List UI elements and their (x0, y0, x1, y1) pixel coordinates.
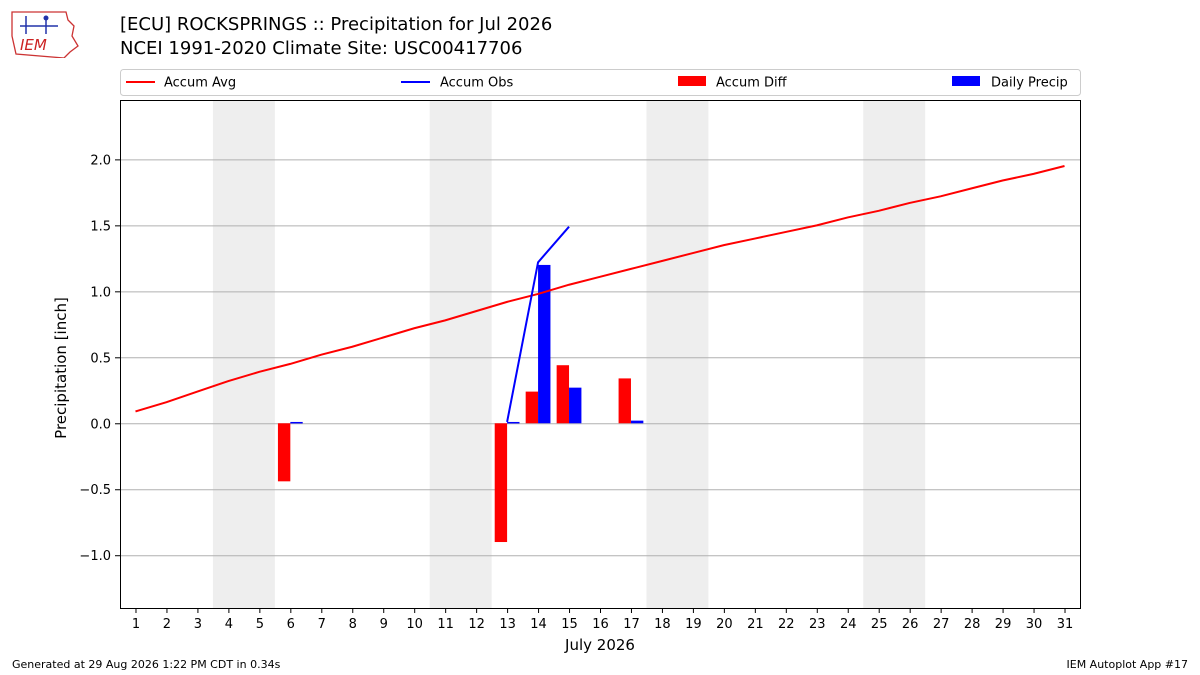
x-tick-label: 17 (623, 617, 640, 632)
footer-app: IEM Autoplot App #17 (1066, 658, 1189, 671)
x-tick-label: 14 (530, 617, 547, 632)
accum-diff-bar (618, 378, 631, 424)
x-tick-label: 3 (194, 617, 202, 632)
x-tick-label: 12 (468, 617, 485, 632)
x-tick-label: 19 (685, 617, 702, 632)
x-tick-label: 8 (349, 617, 357, 632)
y-tick-label: −1.0 (79, 549, 111, 564)
accum-diff-bar (525, 391, 539, 424)
legend-label-accum-obs: Accum Obs (440, 76, 513, 91)
footer-generated: Generated at 29 Aug 2026 1:22 PM CDT in … (12, 658, 281, 671)
x-tick-label: 1 (132, 617, 140, 632)
grid-lines (120, 159, 1080, 557)
iem-logo: IEM (11, 11, 79, 58)
x-tick-label: 23 (809, 617, 826, 632)
legend-label-daily-precip: Daily Precip (991, 76, 1068, 91)
x-tick-label: 31 (1057, 617, 1074, 632)
x-tick-label: 9 (380, 617, 388, 632)
x-tick-label: 15 (561, 617, 578, 632)
accum-diff-bar (277, 423, 291, 482)
y-tick-label: 1.0 (90, 285, 111, 300)
y-tick-label: 0.0 (90, 417, 111, 432)
x-tick-label: 24 (840, 617, 857, 632)
legend: Accum Avg Accum Obs Accum Diff Daily Pre… (120, 69, 1081, 96)
x-tick-label: 10 (406, 617, 423, 632)
weekend-band (646, 100, 709, 608)
accum-diff-bar (556, 365, 570, 424)
daily-precip-bar (507, 421, 520, 424)
daily-precip-bar (569, 387, 582, 424)
iowa-outline-icon (11, 11, 79, 58)
accum-diff-bar (494, 423, 508, 543)
x-tick-label: 28 (964, 617, 981, 632)
x-tick-label: 27 (933, 617, 950, 632)
x-tick-label: 30 (1026, 617, 1043, 632)
weekend-band (212, 100, 275, 608)
x-tick-label: 20 (716, 617, 733, 632)
x-tick-label: 6 (287, 617, 295, 632)
legend-swatch-daily-precip (952, 76, 980, 86)
accum-diff-bars (277, 365, 631, 543)
daily-precip-bars (290, 264, 644, 424)
daily-precip-bar (290, 421, 303, 424)
x-tick-label: 26 (902, 617, 919, 632)
daily-precip-bar (538, 264, 551, 424)
y-axis-label: Precipitation [inch] (52, 297, 70, 439)
chart-subtitle: NCEI 1991-2020 Climate Site: USC00417706 (120, 38, 523, 59)
daily-precip-bar (630, 420, 644, 424)
x-tick-label: 29 (995, 617, 1012, 632)
x-tick-label: 13 (499, 617, 516, 632)
weekend-bands (212, 100, 926, 608)
x-tick-label: 18 (654, 617, 671, 632)
accum-obs-line (506, 226, 570, 423)
legend-label-accum-avg: Accum Avg (164, 76, 236, 91)
x-tick-label: 4 (225, 617, 233, 632)
weekend-band (863, 100, 926, 608)
x-tick-label: 25 (871, 617, 888, 632)
y-axis: −1.0 −0.5 0.0 0.5 1.0 1.5 2.0 (79, 153, 120, 564)
weekend-band (429, 100, 492, 608)
x-tick-label: 11 (437, 617, 454, 632)
legend-box (120, 69, 1081, 96)
y-tick-label: 2.0 (90, 153, 111, 168)
y-tick-label: −0.5 (79, 483, 111, 498)
x-tick-label: 22 (778, 617, 795, 632)
y-tick-label: 1.5 (90, 219, 111, 234)
x-tick-label: 5 (256, 617, 264, 632)
x-axis-label: July 2026 (564, 636, 635, 654)
x-tick-label: 2 (163, 617, 171, 632)
legend-label-accum-diff: Accum Diff (716, 76, 788, 91)
chart-title: [ECU] ROCKSPRINGS :: Precipitation for J… (120, 14, 553, 35)
accum-avg-line (135, 165, 1065, 413)
x-tick-label: 16 (592, 617, 609, 632)
x-tick-label: 21 (747, 617, 764, 632)
y-tick-label: 0.5 (90, 351, 111, 366)
x-tick-label: 7 (318, 617, 326, 632)
legend-swatch-accum-diff (678, 76, 706, 86)
logo-text: IEM (20, 36, 47, 54)
x-axis: 1 2 3 4 5 6 7 8 9 10 11 12 13 14 15 16 17 18 19 20 21 22 23 24 2… (132, 608, 1073, 632)
